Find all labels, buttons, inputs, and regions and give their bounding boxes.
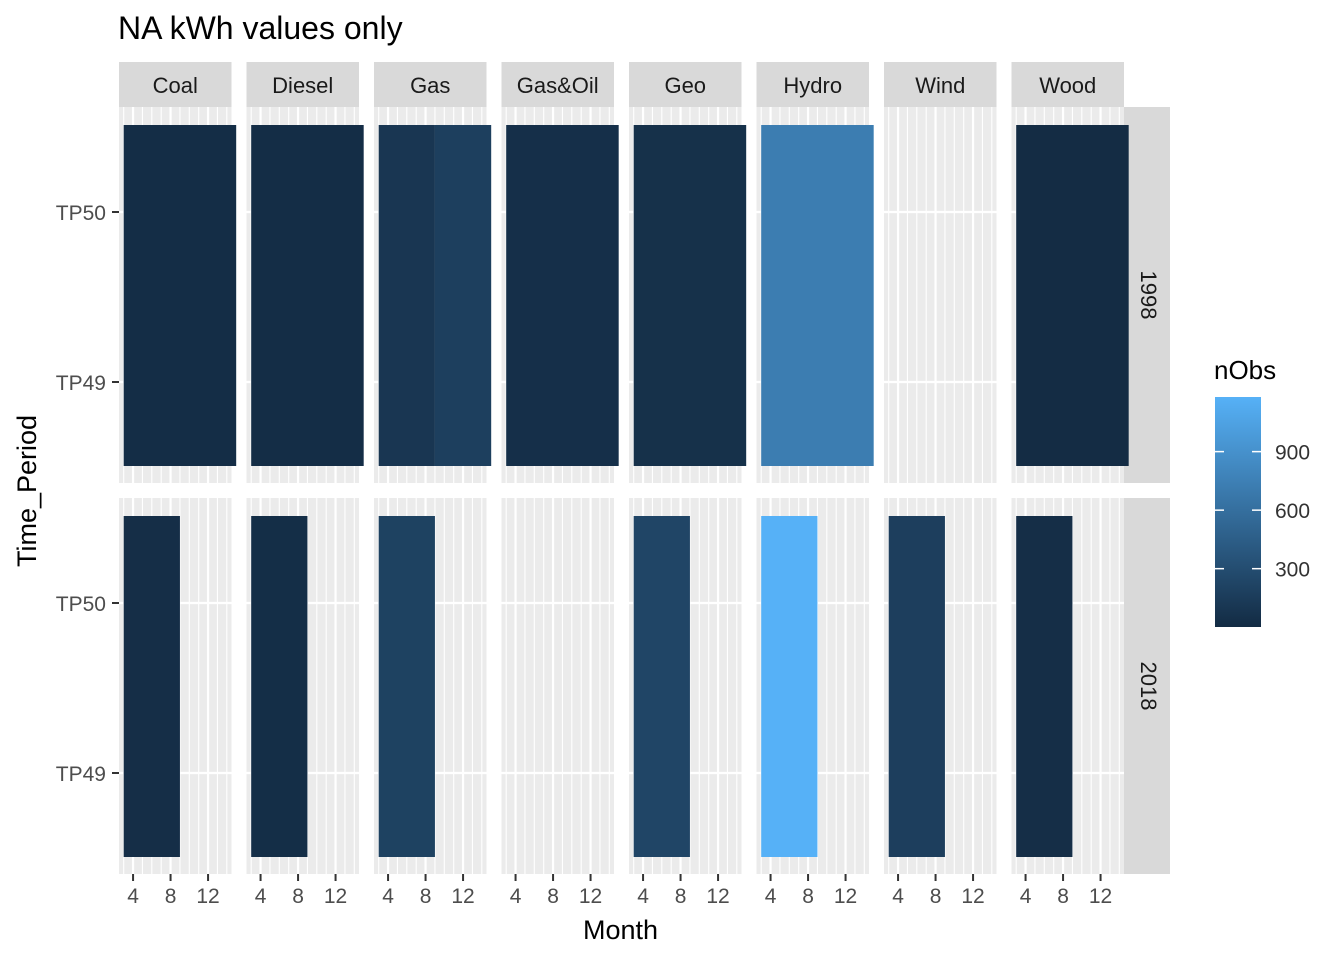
x-tick-label: 12 [451, 885, 474, 908]
x-tick-label: 8 [930, 885, 942, 908]
facet-strip-diesel [246, 62, 359, 107]
facet-label-coal: Coal [153, 73, 198, 98]
facet-label-gas: Gas [410, 73, 450, 98]
facet-label-gas-oil: Gas&Oil [517, 73, 599, 98]
row-label-2018: 2018 [1136, 662, 1161, 711]
x-tick-label: 4 [255, 885, 267, 908]
x-tick-label: 12 [579, 885, 602, 908]
tile-hydro-2018 [761, 516, 818, 857]
facet-label-hydro: Hydro [783, 73, 842, 98]
legend-colorbar [1215, 397, 1261, 627]
facet-strip-gas [374, 62, 487, 107]
facet-strip-gas-oil [501, 62, 614, 107]
x-tick-label: 4 [382, 885, 394, 908]
facet-strip-hydro [756, 62, 869, 107]
legend: nObs 300 600 900 [1214, 355, 1310, 627]
facet-strip-wind [884, 62, 997, 107]
x-tick-label: 8 [165, 885, 177, 908]
row-label-1998: 1998 [1136, 271, 1161, 320]
facet-label-geo: Geo [664, 73, 706, 98]
tile-gas-1998 [434, 125, 492, 466]
tile-wind-2018 [888, 516, 945, 857]
y-axis-title: Time_Period [12, 415, 42, 567]
tile-hydro-1998 [761, 125, 874, 466]
y-tick-label-tp49: TP49 [56, 763, 106, 786]
legend-title: nObs [1214, 355, 1276, 385]
x-tick-label: 4 [510, 885, 522, 908]
facet-panels: Coal Diesel Gas Gas&Oil Geo Hydro Wind Wood 1998… [56, 62, 1170, 908]
tile-coal-1998 [123, 125, 237, 466]
tile-diesel-2018 [251, 516, 308, 857]
panel-background [884, 107, 997, 483]
x-tick-label: 8 [547, 885, 559, 908]
tile-gas-oil-1998 [506, 125, 619, 466]
x-tick-label: 12 [834, 885, 857, 908]
tile-gas-2018 [378, 516, 435, 857]
x-tick-label: 8 [1057, 885, 1069, 908]
x-tick-label: 4 [637, 885, 649, 908]
x-tick-label: 12 [196, 885, 219, 908]
row-strip-2018 [1124, 498, 1170, 874]
tile-coal-2018 [123, 516, 180, 857]
x-tick-label: 12 [706, 885, 729, 908]
legend-tick-label: 300 [1275, 559, 1310, 582]
x-tick-label: 12 [1089, 885, 1112, 908]
facet-strip-wood [1011, 62, 1124, 107]
y-tick-label-tp50: TP50 [56, 202, 106, 225]
x-tick-label: 8 [802, 885, 814, 908]
facet-label-diesel: Diesel [272, 73, 333, 98]
x-tick-label: 8 [292, 885, 304, 908]
tile-wood-1998 [1016, 125, 1129, 466]
facet-strip-geo [629, 62, 742, 107]
tile-wood-2018 [1016, 516, 1073, 857]
facet-strip-coal [119, 62, 232, 107]
x-tick-label: 4 [765, 885, 777, 908]
x-tick-label: 4 [127, 885, 139, 908]
chart-title: NA kWh values only [118, 10, 403, 46]
x-tick-label: 12 [961, 885, 984, 908]
x-axis-title: Month [583, 915, 658, 945]
tile-diesel-1998 [251, 125, 364, 466]
tile-geo-1998 [633, 125, 747, 466]
x-tick-label: 12 [324, 885, 347, 908]
legend-tick-label: 900 [1275, 442, 1310, 465]
legend-tick-label: 600 [1275, 500, 1310, 523]
row-strip-1998 [1124, 107, 1170, 483]
y-tick-label-tp49: TP49 [56, 372, 106, 395]
tile-geo-2018 [633, 516, 690, 857]
facet-label-wood: Wood [1039, 73, 1096, 98]
x-tick-label: 8 [675, 885, 687, 908]
tile-gas-1998 [378, 125, 435, 466]
x-tick-label: 8 [420, 885, 432, 908]
x-tick-label: 4 [892, 885, 904, 908]
y-tick-label-tp50: TP50 [56, 593, 106, 616]
panel-gas-oil-2018 [501, 498, 614, 874]
panel-wind-1998 [884, 107, 997, 483]
x-tick-label: 4 [1020, 885, 1032, 908]
panel-background [501, 498, 614, 874]
facet-label-wind: Wind [915, 73, 965, 98]
